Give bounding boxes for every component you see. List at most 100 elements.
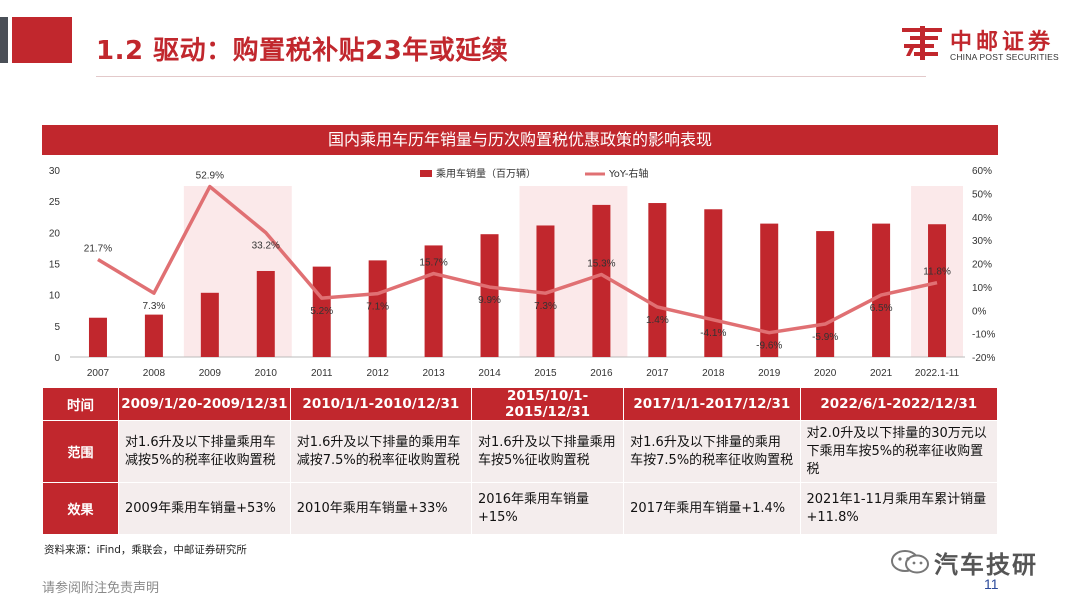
table-header-cell: 时间 bbox=[42, 387, 119, 421]
sales-bar bbox=[592, 204, 611, 357]
yoy-data-label: 7.3% bbox=[143, 301, 166, 312]
y-right-tick-label: 40% bbox=[972, 213, 992, 224]
page-number: 11 bbox=[984, 576, 999, 592]
sales-bar bbox=[256, 270, 275, 357]
yoy-data-label: -4.1% bbox=[700, 328, 726, 339]
x-tick-label: 2010 bbox=[255, 368, 278, 379]
wechat-icon bbox=[891, 550, 929, 574]
table-cell: 2017年乘用车销量+1.4% bbox=[623, 482, 801, 535]
table-cell: 对1.6升及以下排量乘用车按5%征收购置税 bbox=[470, 420, 625, 483]
y-left-tick-label: 5 bbox=[54, 322, 60, 333]
table-header-cell: 2009/1/20-2009/12/31 bbox=[118, 387, 291, 421]
logo-chinese-text: 中邮证券 bbox=[950, 30, 1055, 55]
sales-bar bbox=[760, 223, 779, 357]
watermark-text: 汽车技研 bbox=[934, 551, 1038, 579]
logo-english-text: CHINA POST SECURITIES bbox=[950, 52, 1059, 62]
watermark: 汽车技研 bbox=[890, 545, 1060, 579]
y-left-tick-label: 15 bbox=[49, 260, 61, 271]
table-cell: 2021年1-11月乘用车累计销量+11.8% bbox=[799, 482, 999, 535]
sales-bar bbox=[536, 225, 555, 357]
china-post-logo-icon bbox=[902, 26, 942, 60]
x-tick-label: 2007 bbox=[87, 368, 110, 379]
sales-bar bbox=[144, 314, 163, 357]
y-left-tick-label: 20 bbox=[49, 228, 61, 239]
x-tick-label: 2021 bbox=[870, 368, 893, 379]
table-cell: 对2.0升及以下排量的30万元以下乘用车按5%的税率征收购置税 bbox=[799, 420, 999, 483]
decor-dark-bar bbox=[0, 17, 8, 63]
legend-bar-label: 乘用车销量（百万辆） bbox=[436, 167, 536, 180]
y-right-tick-label: 10% bbox=[972, 283, 992, 294]
x-tick-label: 2016 bbox=[590, 368, 613, 379]
yoy-data-label: 33.2% bbox=[252, 241, 280, 252]
table-header-cell: 2017/1/1-2017/12/31 bbox=[623, 387, 801, 421]
x-tick-label: 2014 bbox=[478, 368, 501, 379]
y-right-tick-label: 20% bbox=[972, 260, 992, 271]
row-label-effect: 效果 bbox=[42, 482, 119, 535]
y-right-tick-label: -20% bbox=[972, 353, 995, 364]
title-divider bbox=[96, 76, 926, 77]
y-right-tick-label: -10% bbox=[972, 330, 995, 341]
table-header-cell: 2022/6/1-2022/12/31 bbox=[799, 387, 999, 421]
table-row-scope: 范围 对1.6升及以下排量乘用车减按5%的税率征收购置税 对1.6升及以下排量的… bbox=[42, 420, 999, 483]
x-tick-label: 2019 bbox=[758, 368, 781, 379]
yoy-data-label: 7.1% bbox=[366, 302, 389, 313]
y-left-tick-label: 10 bbox=[49, 291, 61, 302]
yoy-data-label: 21.7% bbox=[84, 244, 112, 255]
sales-bar bbox=[872, 223, 891, 357]
source-note: 资料来源：iFind，乘联会，中邮证券研究所 bbox=[44, 544, 247, 556]
x-tick-label: 2009 bbox=[199, 368, 222, 379]
sales-bar bbox=[928, 224, 947, 357]
policy-period-band bbox=[519, 186, 628, 357]
chart-title-banner: 国内乘用车历年销量与历次购置税优惠政策的影响表现 bbox=[42, 125, 998, 155]
sales-bar bbox=[480, 234, 499, 357]
row-label-scope: 范围 bbox=[42, 420, 119, 483]
x-tick-label: 2017 bbox=[646, 368, 669, 379]
table-cell: 2010年乘用车销量+33% bbox=[289, 482, 472, 535]
table-cell: 2009年乘用车销量+53% bbox=[118, 482, 291, 535]
y-left-tick-label: 0 bbox=[54, 353, 60, 364]
yoy-data-label: 7.3% bbox=[534, 301, 557, 312]
x-tick-label: 2013 bbox=[422, 368, 445, 379]
y-left-tick-label: 25 bbox=[49, 197, 61, 208]
policy-table: 时间 2009/1/20-2009/12/31 2010/1/1-2010/12… bbox=[42, 387, 999, 535]
table-cell: 对1.6升及以下排量的乘用车减按7.5%的税率征收购置税 bbox=[289, 420, 472, 483]
sales-bar bbox=[368, 260, 387, 357]
yoy-data-label: 9.9% bbox=[478, 295, 501, 306]
sales-yoy-chart: 0 5 10 15 20 25 30 -20% -10% 0% 10% 20% 30% 40% 50% 60%… bbox=[49, 166, 996, 379]
yoy-data-label: 15.7% bbox=[419, 258, 447, 269]
yoy-data-label: 5.2% bbox=[310, 306, 333, 317]
company-logo: 中邮证券 CHINA POST SECURITIES bbox=[900, 22, 1070, 66]
table-row-effect: 效果 2009年乘用车销量+53% 2010年乘用车销量+33% 2016年乘用… bbox=[42, 482, 999, 535]
x-tick-label: 2011 bbox=[311, 368, 333, 379]
yoy-data-label: 52.9% bbox=[196, 171, 224, 182]
x-tick-label: 2020 bbox=[814, 368, 837, 379]
table-header-row: 时间 2009/1/20-2009/12/31 2010/1/1-2010/12… bbox=[42, 387, 999, 421]
y-right-tick-label: 50% bbox=[972, 189, 992, 200]
x-tick-label: 2022.1-11 bbox=[915, 368, 960, 379]
x-tick-label: 2012 bbox=[367, 368, 390, 379]
disclaimer-text: 请参阅附注免责声明 bbox=[42, 581, 160, 596]
yoy-data-label: 15.3% bbox=[587, 258, 615, 269]
legend-bar-swatch bbox=[420, 170, 432, 177]
sales-bar bbox=[312, 266, 331, 357]
y-right-tick-label: 0% bbox=[972, 306, 987, 317]
legend-line-label: YoY-右轴 bbox=[608, 167, 648, 180]
yoy-data-label: 11.8% bbox=[923, 267, 951, 278]
sales-bar bbox=[200, 292, 219, 357]
table-cell: 对1.6升及以下排量的乘用车按7.5%的税率征收购置税 bbox=[623, 420, 801, 483]
table-cell: 2016年乘用车销量+15% bbox=[470, 482, 625, 535]
table-header-cell: 2015/10/1-2015/12/31 bbox=[470, 387, 625, 421]
yoy-data-label: -5.9% bbox=[812, 332, 838, 343]
y-left-tick-label: 30 bbox=[49, 166, 61, 177]
yoy-data-label: 6.5% bbox=[870, 303, 893, 314]
table-header-cell: 2010/1/1-2010/12/31 bbox=[289, 387, 472, 421]
sales-bar bbox=[648, 203, 667, 357]
decor-red-block bbox=[12, 17, 72, 63]
x-tick-label: 2018 bbox=[702, 368, 725, 379]
table-cell: 对1.6升及以下排量乘用车减按5%的税率征收购置税 bbox=[118, 420, 291, 483]
yoy-data-label: 1.4% bbox=[646, 315, 669, 326]
sales-bar bbox=[88, 317, 107, 357]
yoy-line bbox=[97, 184, 938, 335]
yoy-data-label: -9.6% bbox=[756, 341, 782, 352]
page-title: 1.2 驱动：购置税补贴23年或延续 bbox=[96, 36, 509, 66]
